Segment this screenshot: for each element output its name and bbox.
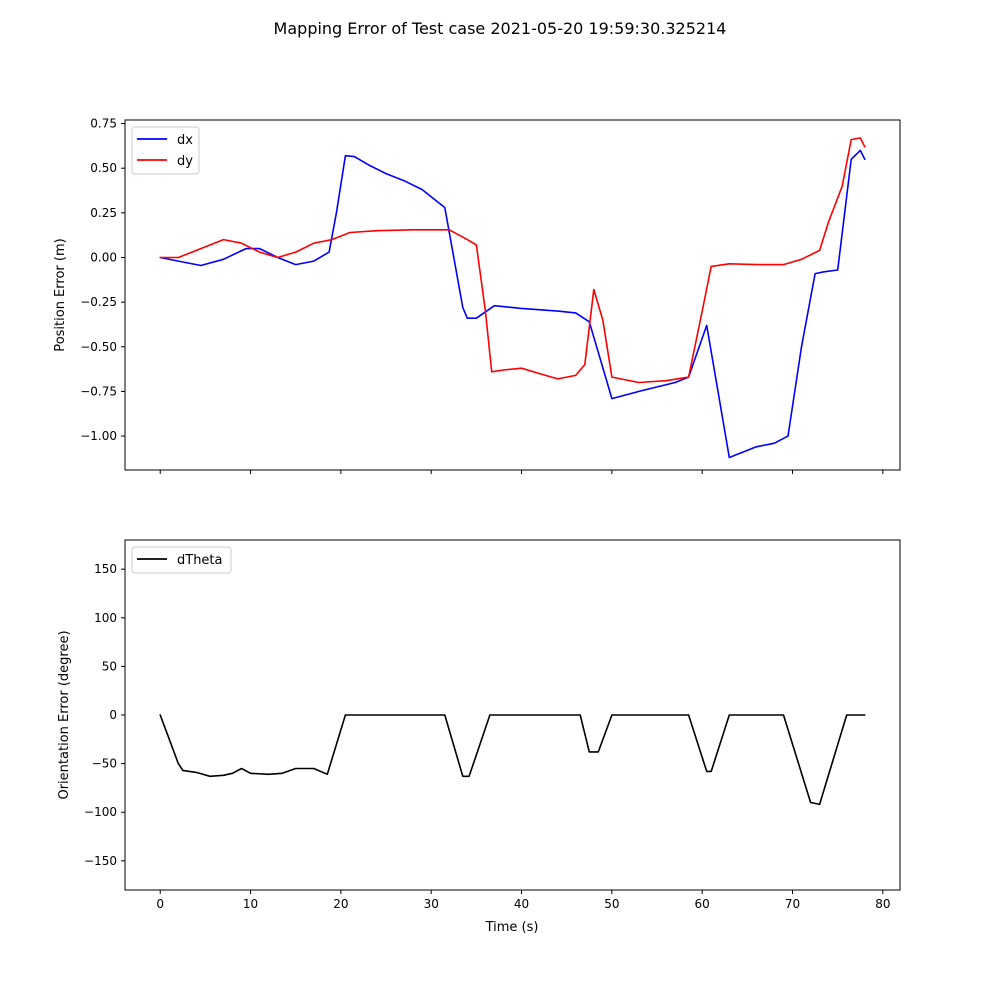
orientation-error-legend: dTheta bbox=[131, 546, 232, 574]
orientation-error-ytick-label: 50 bbox=[102, 659, 117, 673]
orientation-error-xtick-label: 50 bbox=[604, 897, 619, 911]
orientation-error-xtick-label: 20 bbox=[333, 897, 348, 911]
orientation-error-ytick-label: −50 bbox=[92, 757, 117, 771]
position-error-ytick-label: 0.75 bbox=[90, 117, 117, 131]
orientation-error-xtick-label: 60 bbox=[695, 897, 710, 911]
orientation-error-xtick-label: 30 bbox=[424, 897, 439, 911]
orientation-error-ytick-label: 100 bbox=[94, 611, 117, 625]
legend-label-dtheta: dTheta bbox=[177, 553, 223, 568]
position-error-axes: −1.00 −0.75 −0.50 −0.25 0.00 0.25 0.50 0.75 Pos… bbox=[53, 117, 901, 474]
orientation-error-frame bbox=[124, 539, 901, 891]
position-error-ytick-label: −0.75 bbox=[80, 384, 117, 398]
position-error-ytick-label: −0.50 bbox=[80, 340, 117, 354]
orientation-error-xlabel: Time (s) bbox=[485, 920, 539, 935]
legend-label-dx: dx bbox=[177, 133, 193, 148]
orientation-error-xtick-label: 70 bbox=[785, 897, 800, 911]
position-error-ytick-label: −1.00 bbox=[80, 429, 117, 443]
orientation-error-ylabel: Orientation Error (degree) bbox=[57, 630, 72, 799]
position-error-ytick-label: −0.25 bbox=[80, 295, 117, 309]
series-line-dtheta bbox=[159, 714, 866, 806]
position-error-ytick-label: 0.00 bbox=[90, 251, 117, 265]
position-error-ticks: −1.00 −0.75 −0.50 −0.25 0.00 0.25 0.50 0.75 bbox=[80, 117, 884, 474]
position-error-ytick-label: 0.50 bbox=[90, 161, 117, 175]
orientation-error-axes: 0 10 20 30 40 50 60 70 80 −150 −100 −50 0 50 100 150 Or… bbox=[57, 539, 901, 935]
series-line-dy bbox=[159, 137, 866, 384]
orientation-error-legend-box bbox=[131, 546, 232, 574]
orientation-error-ytick-label: −100 bbox=[84, 805, 117, 819]
orientation-error-ytick-label: 150 bbox=[94, 562, 117, 576]
legend-label-dy: dy bbox=[177, 154, 193, 169]
orientation-error-xtick-label: 80 bbox=[875, 897, 890, 911]
position-error-ytick-label: 0.25 bbox=[90, 206, 117, 220]
position-error-legend: dx dy bbox=[131, 126, 200, 175]
position-error-ylabel: Position Error (m) bbox=[53, 238, 68, 351]
orientation-error-lines bbox=[159, 714, 866, 806]
orientation-error-xtick-label: 10 bbox=[243, 897, 258, 911]
orientation-error-ytick-label: 0 bbox=[109, 708, 117, 722]
position-error-lines bbox=[159, 137, 866, 459]
position-error-frame bbox=[124, 119, 901, 471]
orientation-error-ytick-label: −150 bbox=[84, 854, 117, 868]
orientation-error-xtick-label: 0 bbox=[156, 897, 164, 911]
orientation-error-ticks: 0 10 20 30 40 50 60 70 80 −150 −100 −50 0 50 100 150 bbox=[84, 562, 890, 911]
series-line-dx bbox=[159, 149, 866, 459]
orientation-error-xtick-label: 40 bbox=[514, 897, 529, 911]
figure-title: Mapping Error of Test case 2021-05-20 19… bbox=[274, 19, 727, 38]
